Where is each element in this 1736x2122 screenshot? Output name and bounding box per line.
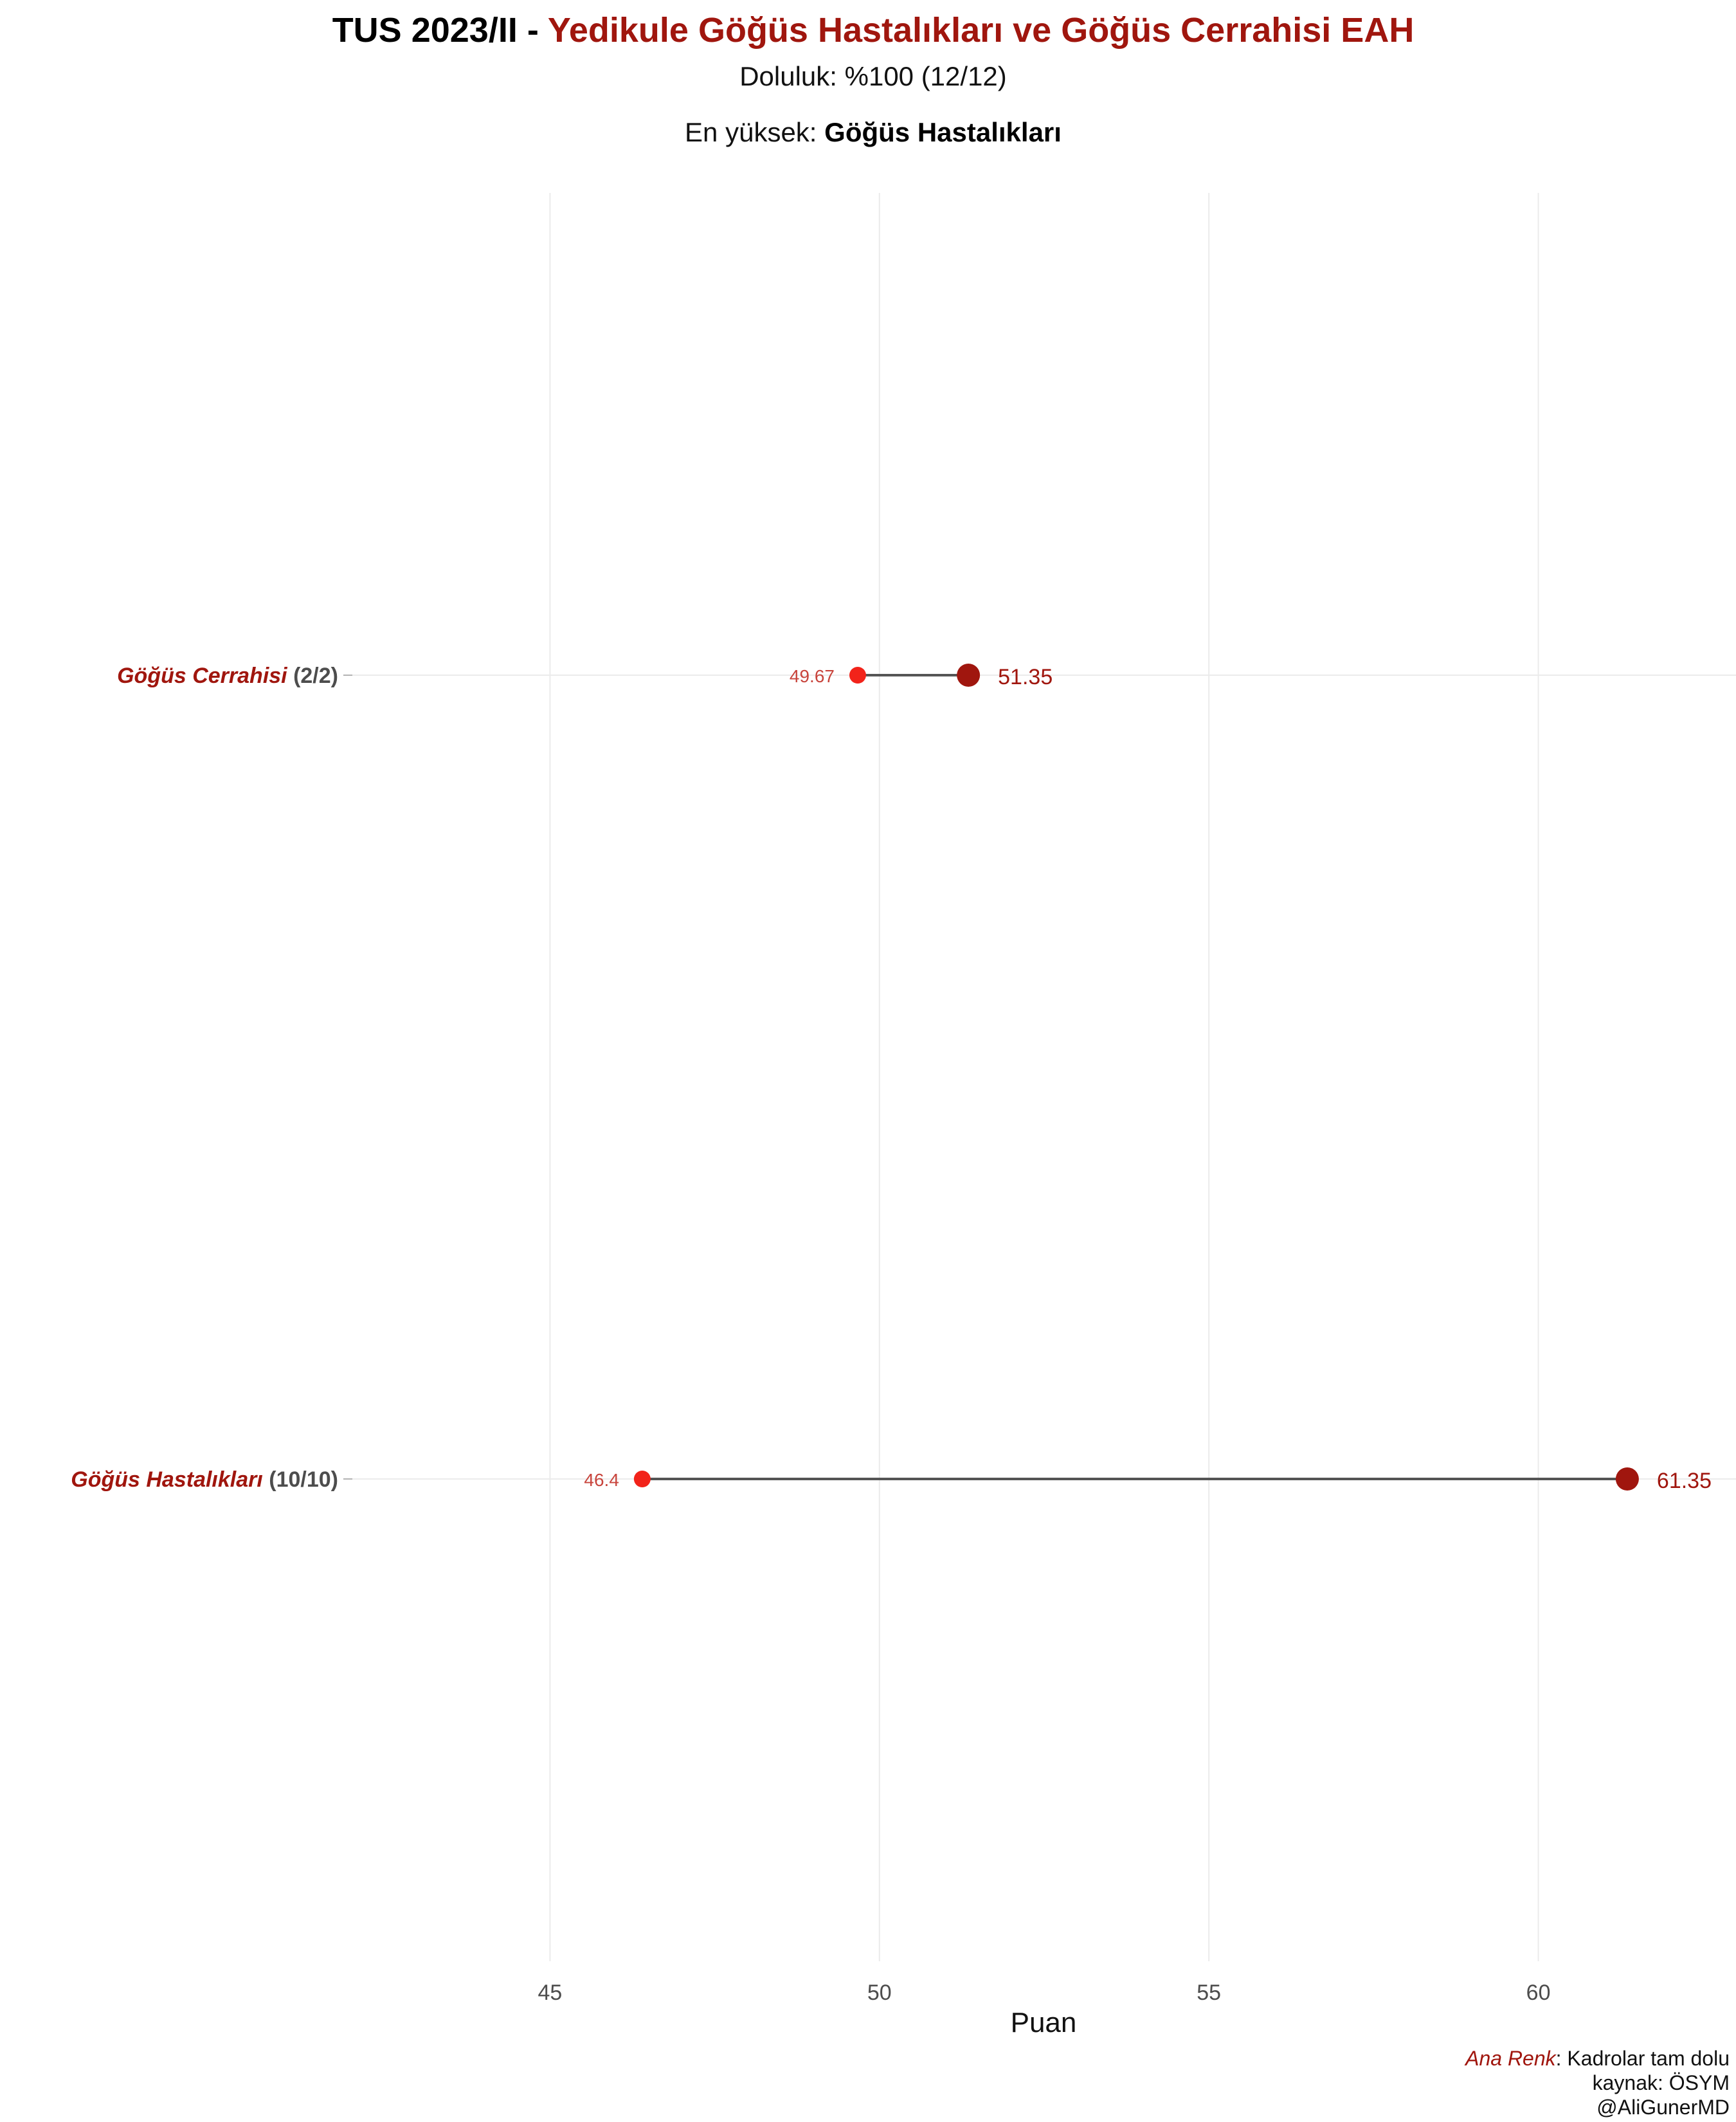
max-point: [957, 664, 981, 687]
x-tick-label: 60: [1526, 1981, 1551, 2005]
title-prefix: TUS 2023/II -: [332, 11, 548, 50]
x-axis-ticks: 45 50 55 60: [538, 1981, 1551, 2005]
category-count: (2/2): [293, 664, 338, 688]
min-point: [849, 667, 866, 684]
category-name: Göğüs Cerrahisi: [117, 664, 293, 688]
label-layer: 49.67 51.35 46.4 61.35: [584, 665, 1712, 1493]
y-axis-labels: Göğüs Cerrahisi (2/2) Göğüs Hastalıkları …: [71, 664, 338, 1492]
caption-legend: Ana Renk: Kadrolar tam dolu: [1464, 2047, 1730, 2070]
chart-title: TUS 2023/II - Yedikule Göğüs Hastalıklar…: [332, 11, 1415, 50]
caption-legend-colored: Ana Renk: [1464, 2047, 1557, 2070]
chart-subtitle: Doluluk: %100 (12/12): [739, 61, 1007, 91]
caption-author: @AliGunerMD: [1596, 2096, 1730, 2119]
max-point: [1615, 1467, 1639, 1491]
grid-layer: [343, 193, 1736, 1961]
x-tick-label: 50: [867, 1981, 892, 2005]
caption-source: kaynak: ÖSYM: [1593, 2071, 1730, 2094]
highlight-label: En yüksek:: [685, 117, 824, 147]
max-value-label: 51.35: [998, 665, 1053, 689]
category-name: Göğüs Hastalıkları: [71, 1467, 269, 1492]
highlight-line: En yüksek: Göğüs Hastalıkları: [685, 117, 1062, 147]
category-label: Göğüs Cerrahisi (2/2): [117, 664, 338, 688]
category-count: (10/10): [269, 1467, 338, 1492]
caption-legend-rest: : Kadrolar tam dolu: [1556, 2047, 1730, 2070]
min-point: [633, 1471, 651, 1487]
segment-layer: [642, 674, 1627, 1480]
min-value-label: 49.67: [790, 666, 835, 686]
title-main: Yedikule Göğüs Hastalıkları ve Göğüs Cer…: [548, 11, 1414, 50]
min-value-label: 46.4: [584, 1470, 619, 1490]
x-axis-title: Puan: [1011, 2007, 1077, 2038]
category-label: Göğüs Hastalıkları (10/10): [71, 1467, 338, 1492]
x-tick-label: 55: [1197, 1981, 1221, 2005]
point-layer: [633, 664, 1639, 1491]
highlight-value: Göğüs Hastalıkları: [824, 117, 1062, 147]
max-value-label: 61.35: [1657, 1469, 1712, 1493]
x-tick-label: 45: [538, 1981, 563, 2005]
